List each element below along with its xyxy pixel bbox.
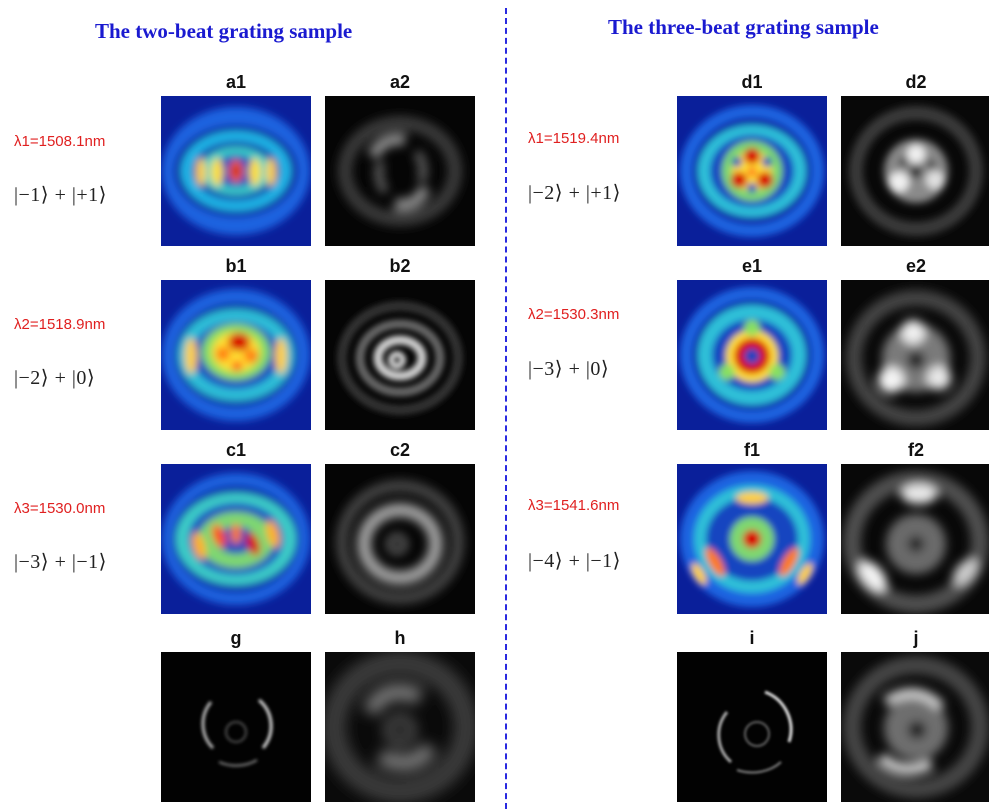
panel-label-i: i bbox=[749, 628, 755, 648]
panel-label-d1: d1 bbox=[741, 72, 763, 92]
wavelength-label-right-1: λ1=1519.4nm bbox=[528, 130, 620, 147]
image-f1-intensity-map bbox=[677, 464, 827, 614]
panel-label-d2: d2 bbox=[905, 72, 927, 92]
wavelength-label-left-3: λ3=1530.0nm bbox=[14, 500, 106, 517]
image-e1-intensity-map bbox=[677, 280, 827, 430]
image-b1-intensity-map bbox=[161, 280, 311, 430]
left-section-title: The two-beat grating sample bbox=[95, 19, 353, 43]
panel-label-f2: f2 bbox=[907, 440, 924, 460]
state-label-left-2: |−2⟩ + |0⟩ bbox=[14, 367, 96, 389]
image-b2-camera-frame bbox=[325, 280, 475, 430]
image-d2-camera-frame bbox=[841, 96, 989, 246]
image-c1-intensity-map bbox=[161, 464, 311, 614]
panel-label-c2: c2 bbox=[389, 440, 411, 460]
state-label-left-1: |−1⟩ + |+1⟩ bbox=[14, 184, 107, 206]
panel-label-a2: a2 bbox=[389, 72, 411, 92]
panel-label-e2: e2 bbox=[905, 256, 927, 276]
wavelength-label-right-2: λ2=1530.3nm bbox=[528, 306, 620, 323]
image-c2-camera-frame bbox=[325, 464, 475, 614]
state-label-left-3: |−3⟩ + |−1⟩ bbox=[14, 551, 107, 573]
wavelength-label-left-2: λ2=1518.9nm bbox=[14, 316, 106, 333]
image-i-camera-frame bbox=[677, 652, 827, 802]
panel-label-j: j bbox=[913, 628, 919, 648]
image-g-camera-frame bbox=[161, 652, 311, 802]
wavelength-label-right-3: λ3=1541.6nm bbox=[528, 497, 620, 514]
panel-label-f1: f1 bbox=[743, 440, 760, 460]
wavelength-label-left-1: λ1=1508.1nm bbox=[14, 133, 106, 150]
state-label-right-1: |−2⟩ + |+1⟩ bbox=[528, 182, 621, 204]
panel-label-c1: c1 bbox=[225, 440, 247, 460]
panel-label-h: h bbox=[394, 628, 406, 648]
image-e2-camera-frame bbox=[841, 280, 989, 430]
state-label-right-3: |−4⟩ + |−1⟩ bbox=[528, 550, 621, 572]
section-divider bbox=[505, 8, 507, 809]
image-a2-camera-frame bbox=[325, 96, 475, 246]
panel-label-g: g bbox=[230, 628, 242, 648]
panel-label-e1: e1 bbox=[741, 256, 763, 276]
image-d1-intensity-map bbox=[677, 96, 827, 246]
state-label-right-2: |−3⟩ + |0⟩ bbox=[528, 358, 610, 380]
panel-label-b2: b2 bbox=[389, 256, 411, 276]
panel-label-b1: b1 bbox=[225, 256, 247, 276]
image-j-camera-frame bbox=[841, 652, 989, 802]
right-section-title: The three-beat grating sample bbox=[608, 15, 879, 39]
image-a1-intensity-map bbox=[161, 96, 311, 246]
image-h-camera-frame bbox=[325, 652, 475, 802]
panel-label-a1: a1 bbox=[225, 72, 247, 92]
image-f2-camera-frame bbox=[841, 464, 989, 614]
